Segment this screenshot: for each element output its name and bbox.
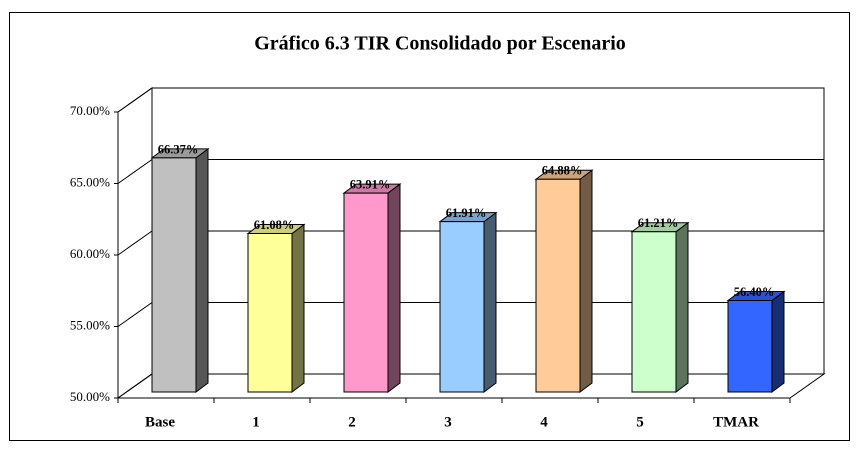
bar [726, 290, 786, 393]
bar-side [483, 211, 497, 393]
value-label: 56.40% [734, 285, 775, 299]
value-label: 63.91% [350, 177, 391, 191]
value-label: 61.08% [254, 218, 295, 232]
bar-front [439, 221, 485, 393]
y-tick-label: 65.00% [70, 174, 110, 189]
grid-line [117, 230, 153, 256]
x-tick-label: TMAR [713, 414, 759, 430]
y-tick-label: 50.00% [70, 389, 110, 404]
chart-title: Gráfico 6.3 TIR Consolidado por Escenari… [254, 33, 626, 55]
bar [150, 147, 210, 393]
x-tick-label: 5 [636, 414, 644, 430]
y-tick-label: 55.00% [70, 317, 110, 332]
bar-side [579, 169, 593, 393]
bar-front [727, 299, 773, 393]
y-tick-label: 70.00% [70, 103, 110, 118]
bar [438, 211, 498, 393]
value-label: 61.91% [446, 206, 487, 220]
value-label: 61.21% [638, 216, 679, 230]
grid-line [117, 373, 153, 399]
bar-front [631, 231, 677, 393]
bar-side [771, 290, 785, 393]
grid-line [117, 302, 153, 327]
bar-side [195, 147, 209, 393]
value-label: 64.88% [542, 164, 583, 178]
bar-front [535, 178, 581, 393]
bar [630, 221, 690, 393]
bar [534, 169, 594, 393]
bar-side [675, 221, 689, 393]
bar-front [151, 157, 197, 393]
x-tick-label: Base [145, 414, 175, 430]
grid-line [117, 87, 153, 113]
x-tick-label: 2 [348, 414, 356, 430]
x-tick-label: 3 [444, 414, 452, 430]
bar [342, 183, 402, 393]
y-tick-label: 60.00% [70, 246, 110, 261]
x-tick-label: 1 [252, 414, 260, 430]
x-tick-label: 4 [540, 414, 548, 430]
bar-front [247, 233, 293, 393]
bar-side [291, 223, 305, 393]
value-label: 66.37% [158, 142, 199, 156]
bar-side [387, 183, 401, 393]
grid-line [117, 159, 153, 184]
bar [246, 223, 306, 393]
bar-front [343, 192, 389, 393]
